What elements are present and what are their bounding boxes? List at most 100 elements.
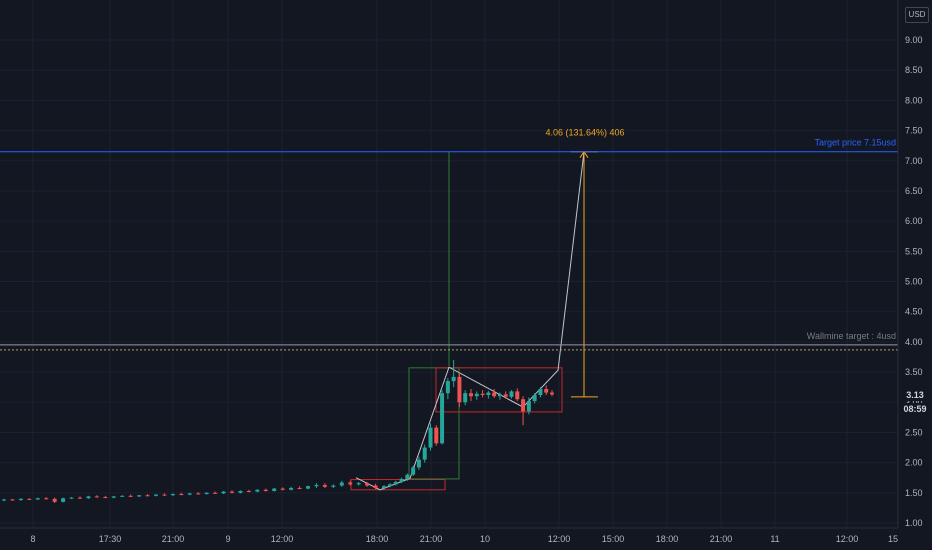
candle-body <box>52 498 57 502</box>
candle-body <box>86 496 91 499</box>
price-tick-label: 7.50 <box>905 126 923 136</box>
time-tick-label: 12:00 <box>271 534 294 544</box>
candle-body <box>230 491 234 493</box>
candle-body <box>2 499 6 501</box>
projection-path <box>355 151 585 491</box>
candle-body <box>137 495 142 497</box>
candle-body <box>492 392 497 397</box>
candle-body <box>69 497 74 499</box>
candles <box>2 359 554 504</box>
candle-body <box>263 489 268 492</box>
candle-body <box>35 498 40 500</box>
candle-body <box>78 497 82 499</box>
candle-body <box>411 467 416 475</box>
time-tick-label: 9 <box>225 534 230 544</box>
candle-body <box>255 489 260 492</box>
candle-body <box>521 399 526 412</box>
time-tick-label: 12:00 <box>548 534 571 544</box>
last-price-tag: 3.13 <box>901 389 929 401</box>
candle-body <box>120 495 125 497</box>
candle-body <box>154 494 158 496</box>
currency-badge[interactable]: USD <box>905 7 929 23</box>
time-tick-label: 21:00 <box>162 534 185 544</box>
price-tick-label: 1.50 <box>905 488 923 498</box>
time-tick-label: 15 <box>888 534 898 544</box>
candle-body <box>179 494 184 496</box>
candle-body <box>44 498 49 500</box>
price-tick-label: 6.00 <box>905 216 923 226</box>
candle-body <box>314 484 319 487</box>
candle-body <box>365 483 370 486</box>
candle-body <box>532 395 537 402</box>
candle-body <box>544 388 549 393</box>
candle-body <box>515 391 520 400</box>
candle-body <box>405 474 410 479</box>
candle-body <box>61 498 66 502</box>
candle-body <box>526 401 531 412</box>
time-tick-label: 10 <box>480 534 490 544</box>
candle-body <box>474 393 479 397</box>
consolidation-box-2 <box>435 367 563 413</box>
candle-body <box>469 393 473 397</box>
candle-body <box>509 391 514 397</box>
price-tick-label: 2.50 <box>905 427 923 437</box>
candle-body <box>204 492 209 495</box>
candle-body <box>422 447 427 460</box>
price-tick-label: 8.00 <box>905 95 923 105</box>
candle-body <box>497 394 502 397</box>
candle-body <box>27 498 32 500</box>
candle-body <box>196 493 201 495</box>
candle-body <box>382 486 386 488</box>
time-tick-label: 18:00 <box>656 534 679 544</box>
candle-body <box>289 487 294 490</box>
candle-body <box>393 481 398 485</box>
time-tick-label: 15:00 <box>602 534 625 544</box>
candle-body <box>434 427 439 444</box>
time-tick-label: 12:00 <box>836 534 859 544</box>
candle-body <box>399 478 404 482</box>
candle-body <box>322 484 327 487</box>
time-tick-label: 17:30 <box>99 534 122 544</box>
candle-body <box>221 491 226 494</box>
price-axis[interactable]: 1.00 1.50 2.00 2.50 3.00 3.50 4.00 4.50 5.00 5.50… <box>905 35 923 528</box>
price-tick-label: 5.50 <box>905 246 923 256</box>
candle-body <box>238 491 243 493</box>
candle-body <box>388 484 392 487</box>
candle-body <box>18 498 23 501</box>
time-axis[interactable]: 8 17:30 21:00 9 12:00 18:00 21:00 10 12:00 15:00 1… <box>30 534 898 544</box>
price-tick-label: 2.00 <box>905 458 923 468</box>
candle-body <box>145 495 150 497</box>
candle-body <box>451 376 456 382</box>
candle-body <box>306 486 310 489</box>
consolidation-box-1 <box>350 479 446 491</box>
candle-body <box>94 496 99 498</box>
time-tick-label: 21:00 <box>420 534 443 544</box>
price-tick-label: 1.00 <box>905 518 923 528</box>
candle-body <box>272 488 277 492</box>
candle-body <box>339 482 344 486</box>
candle-body <box>246 491 251 493</box>
candle-body <box>356 483 361 485</box>
candle-body <box>463 393 468 403</box>
target-price-label: Target price 7.15usd <box>814 138 896 148</box>
candle-body <box>170 494 175 496</box>
price-tick-label: 4.50 <box>905 307 923 317</box>
candle-body <box>103 497 108 499</box>
flagpole-box <box>408 367 460 480</box>
candle-body <box>428 427 433 448</box>
candle-body <box>416 459 421 468</box>
price-range-measure-label: 4.06 (131.64%) 406 <box>545 128 624 138</box>
bar-countdown: 08:59 <box>901 403 929 415</box>
candle-body <box>445 381 450 394</box>
time-tick-label: 18:00 <box>366 534 389 544</box>
time-tick-label: 11 <box>770 534 779 544</box>
price-tick-label: 6.50 <box>905 186 923 196</box>
time-tick-label: 21:00 <box>710 534 733 544</box>
candle-body <box>538 388 543 396</box>
candle-body <box>440 393 445 444</box>
candle-body <box>503 394 508 397</box>
horizontal-lines[interactable] <box>0 151 898 351</box>
price-tick-label: 3.00 <box>905 397 923 407</box>
